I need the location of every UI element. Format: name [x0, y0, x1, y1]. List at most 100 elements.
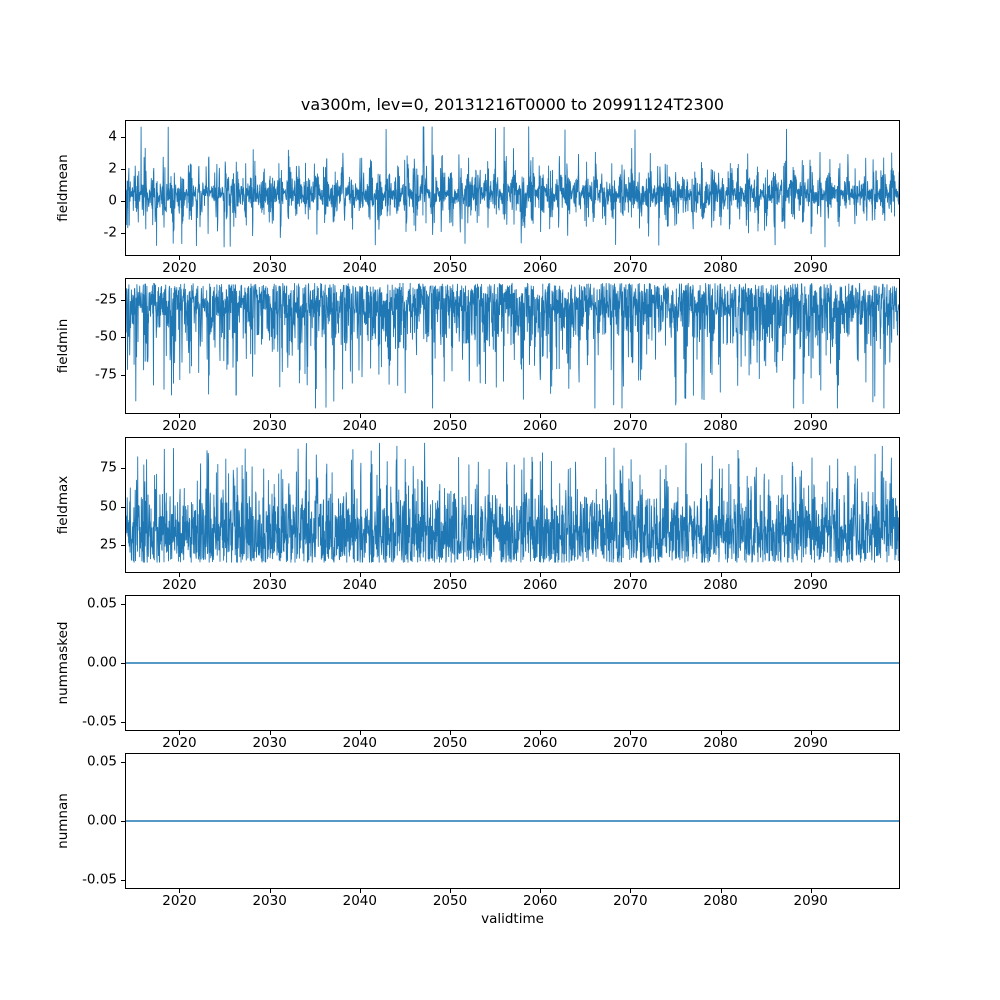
y-tick-mark	[121, 337, 125, 339]
x-tick-label: 2030	[252, 260, 287, 276]
x-tick-label: 2070	[613, 735, 648, 751]
x-tick-label: 2030	[252, 893, 287, 909]
y-axis-label-fieldmin: fieldmin	[55, 318, 71, 374]
y-tick-mark	[121, 603, 125, 605]
x-tick-mark	[450, 889, 451, 893]
x-tick-mark	[269, 414, 271, 418]
y-tick-mark	[121, 374, 125, 376]
y-tick-mark	[121, 136, 125, 138]
y-tick-label: -2	[103, 224, 117, 241]
x-tick-mark	[179, 256, 181, 260]
x-tick-mark	[450, 256, 451, 260]
y-tick-label: 0.00	[86, 654, 117, 671]
x-tick-mark	[630, 256, 632, 260]
y-tick-label: -0.05	[82, 871, 117, 888]
x-tick-label: 2060	[522, 260, 558, 276]
y-tick-mark	[121, 761, 125, 763]
x-tick-mark	[810, 731, 812, 735]
x-tick-label: 2090	[793, 418, 828, 434]
fieldmean-line-plot	[125, 126, 900, 248]
subplot-fieldmax: fieldmax 2020 2030 2040 2050 2060 2070 2080 209…	[55, 437, 900, 592]
x-tick-mark	[720, 414, 722, 418]
x-tick-label: 2040	[342, 735, 377, 751]
x-tick-mark	[630, 731, 632, 735]
x-tick-label: 2030	[252, 735, 287, 751]
x-tick-mark	[540, 731, 542, 735]
x-tick-label: 2090	[793, 260, 828, 276]
x-tick-mark	[630, 414, 632, 418]
x-tick-label: 2090	[793, 735, 828, 751]
x-tick-mark	[179, 889, 181, 893]
y-tick-label: -0.05	[82, 713, 117, 730]
x-tick-mark	[450, 731, 451, 735]
y-tick-label: 0	[108, 192, 117, 209]
y-tick-label: 0.05	[86, 595, 117, 612]
y-tick-label: 0.05	[86, 753, 117, 770]
x-tick-label: 2030	[252, 418, 287, 434]
y-tick-mark	[121, 545, 125, 547]
x-tick-label: 2070	[613, 893, 648, 909]
fieldmax-line-plot	[125, 442, 900, 563]
x-tick-label: 2060	[522, 418, 558, 434]
x-tick-mark	[540, 414, 542, 418]
x-tick-mark	[179, 731, 181, 735]
y-tick-label: 0.00	[86, 812, 117, 829]
x-tick-label: 2050	[432, 260, 468, 276]
subplot-fieldmean: fieldmean 2020 2030 2040 2050 2060 2070 2080 20…	[55, 120, 900, 275]
x-tick-mark	[450, 414, 451, 418]
x-tick-mark	[540, 573, 542, 577]
x-tick-label: 2060	[522, 577, 558, 593]
x-tick-mark	[269, 889, 271, 893]
x-tick-mark	[720, 731, 722, 735]
y-tick-mark	[121, 663, 125, 664]
y-tick-mark	[121, 233, 125, 235]
figure-title: va300m, lev=0, 20131216T0000 to 20991124…	[300, 95, 725, 114]
x-tick-mark	[720, 573, 722, 577]
x-tick-label: 2080	[703, 577, 738, 593]
y-tick-mark	[121, 201, 125, 203]
x-tick-label: 2050	[432, 418, 468, 434]
x-tick-mark	[720, 889, 722, 893]
x-tick-label: 2060	[522, 893, 558, 909]
y-tick-label: -50	[94, 328, 117, 345]
subplot-fieldmin: fieldmin 2020 2030 2040 2050 2060 2070 2080 209…	[55, 278, 900, 433]
x-tick-mark	[359, 414, 361, 418]
x-tick-label: 2090	[793, 893, 828, 909]
subplot-numnan: numnan 2020 2030 2040 2050 2060 2070 2080 2090 -…	[55, 753, 900, 908]
x-tick-label: 2070	[613, 260, 648, 276]
y-axis-label-fieldmean: fieldmean	[55, 154, 71, 222]
x-tick-label: 2060	[522, 735, 558, 751]
x-axis-label: validtime	[481, 911, 544, 927]
y-tick-mark	[121, 880, 125, 882]
y-tick-label: 75	[99, 459, 117, 476]
x-tick-label: 2030	[252, 577, 287, 593]
x-tick-label: 2070	[613, 418, 648, 434]
y-tick-mark	[121, 821, 125, 822]
y-tick-mark	[121, 169, 125, 171]
fieldmin-line-plot	[125, 282, 900, 409]
x-tick-label: 2080	[703, 893, 738, 909]
x-tick-label: 2050	[432, 577, 468, 593]
numnan-line-plot	[125, 820, 900, 822]
x-tick-label: 2070	[613, 577, 648, 593]
y-tick-mark	[121, 299, 125, 301]
y-tick-mark	[121, 506, 125, 508]
x-tick-mark	[540, 256, 542, 260]
x-tick-label: 2080	[703, 735, 738, 751]
nummasked-line-plot	[125, 662, 900, 664]
x-tick-mark	[359, 889, 361, 893]
y-tick-label: -25	[94, 291, 117, 308]
x-tick-label: 2020	[162, 735, 197, 751]
x-tick-label: 2050	[432, 735, 468, 751]
x-tick-mark	[179, 573, 181, 577]
y-axis-label-nummasked: nummasked	[55, 621, 71, 705]
y-tick-mark	[121, 467, 125, 469]
x-tick-label: 2020	[162, 260, 197, 276]
x-tick-mark	[359, 731, 361, 735]
x-tick-label: 2080	[703, 260, 738, 276]
x-tick-mark	[810, 414, 812, 418]
x-tick-mark	[630, 573, 632, 577]
x-tick-mark	[450, 573, 451, 577]
x-tick-label: 2040	[342, 418, 377, 434]
